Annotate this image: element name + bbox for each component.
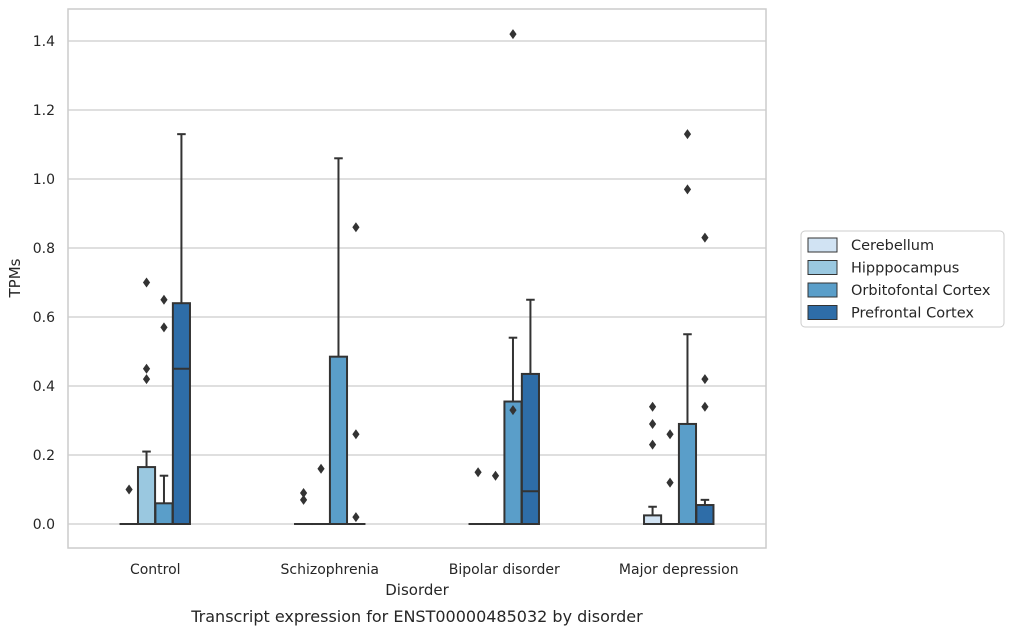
outlier-point — [160, 322, 168, 333]
box-group — [136, 277, 157, 526]
box-group — [643, 401, 663, 525]
outlier-point — [142, 277, 151, 288]
outlier-point — [299, 487, 308, 498]
y-axis-ticks: 0.0 0.2 0.4 0.6 0.8 1.0 1.2 1.4 — [33, 34, 55, 533]
x-tick-label: Bipolar disorder — [449, 562, 560, 578]
legend-label: Hipppocampus — [851, 261, 959, 277]
y-tick-label: 1.4 — [33, 34, 55, 50]
outlier-point — [125, 484, 133, 495]
outlier-point — [648, 439, 657, 450]
outlier-point — [160, 294, 168, 305]
outlier-point — [299, 494, 308, 505]
box — [520, 372, 540, 525]
legend-swatch — [807, 260, 838, 275]
chart-caption: Transcript expression for ENST0000048503… — [190, 607, 643, 626]
legend-swatch — [807, 305, 838, 320]
outlier-point — [648, 401, 657, 412]
y-axis-title: TPMs — [6, 258, 24, 298]
outlier-point — [666, 477, 674, 488]
legend-label: Cerebellum — [851, 238, 934, 254]
outlier-point — [683, 184, 692, 195]
outlier-point — [666, 429, 674, 440]
y-tick-label: 0.0 — [33, 517, 55, 533]
box — [677, 422, 698, 526]
outlier-point — [317, 463, 325, 474]
box-group — [328, 157, 349, 525]
outlier-point — [683, 129, 692, 140]
box-group — [154, 294, 174, 525]
y-tick-label: 0.8 — [33, 241, 55, 257]
box-group — [520, 298, 540, 525]
outlier-point — [142, 363, 151, 374]
x-tick-label: Schizophrenia — [281, 562, 379, 578]
outlier-point — [701, 401, 709, 412]
outlier-point — [648, 418, 657, 429]
box — [695, 504, 715, 525]
legend-label: Prefrontal Cortex — [851, 306, 974, 322]
box-series — [119, 29, 715, 526]
y-tick-label: 1.0 — [33, 172, 55, 188]
y-tick-label: 1.2 — [33, 103, 55, 119]
legend-swatch — [807, 237, 838, 253]
y-tick-label: 0.2 — [33, 448, 55, 464]
outlier-point — [142, 374, 151, 385]
box-group — [677, 129, 698, 526]
box — [643, 514, 663, 525]
box — [154, 502, 174, 525]
outlier-point — [509, 29, 517, 40]
box-group — [171, 133, 191, 526]
legend-label: Orbitofontal Cortex — [851, 283, 991, 299]
outlier-point — [491, 470, 500, 481]
x-axis-title: Disorder — [385, 581, 449, 599]
plot-frame — [67, 8, 767, 549]
box-group — [346, 222, 366, 526]
outlier-point — [474, 467, 482, 478]
x-tick-label: Major depression — [619, 562, 739, 578]
box-group — [695, 232, 715, 525]
box — [503, 400, 523, 525]
outlier-point — [352, 222, 360, 233]
box — [136, 466, 157, 526]
legend: Cerebellum Hipppocampus Orbitofontal Corte… — [800, 230, 1005, 328]
box — [171, 302, 191, 526]
y-tick-label: 0.6 — [33, 310, 55, 326]
x-axis-ticks: Control Schizophrenia Bipolar disorder Majo… — [130, 562, 739, 578]
legend-swatch — [807, 282, 838, 298]
outlier-point — [701, 232, 709, 243]
outlier-point — [352, 429, 360, 440]
x-tick-label: Control — [130, 562, 181, 578]
y-tick-label: 0.4 — [33, 379, 55, 395]
box — [328, 355, 349, 525]
outlier-point — [509, 405, 517, 416]
legend-box — [800, 230, 1005, 328]
outlier-point — [352, 512, 360, 523]
outlier-point — [701, 374, 709, 385]
